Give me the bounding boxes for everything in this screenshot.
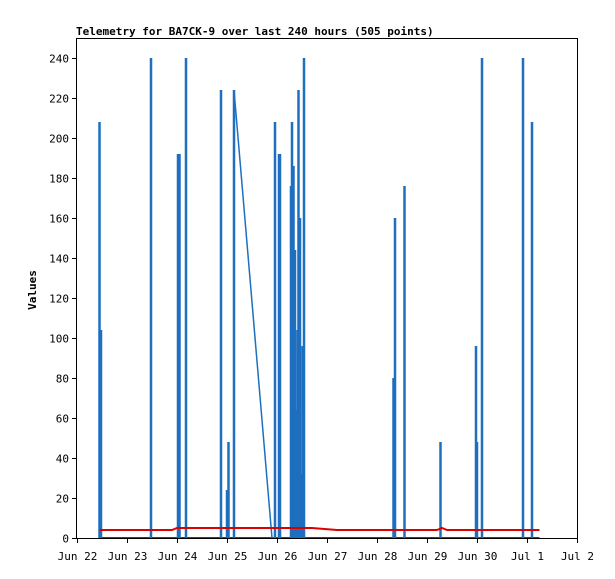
ramp-line [233, 89, 273, 539]
x-tick-label: Jul 1 [511, 550, 544, 563]
y-tick-label: 120 [49, 293, 69, 306]
x-tick-label: Jun 25 [208, 550, 248, 563]
x-tick-label: Jun 22 [58, 550, 98, 563]
y-axis: 0 20 40 60 80 100 120 140 160 180 200 220 240 [49, 53, 77, 546]
y-tick-label: 160 [49, 213, 69, 226]
x-tick-label: Jun 24 [158, 550, 198, 563]
y-tick-label: 200 [49, 133, 69, 146]
y-tick-label: 60 [56, 413, 69, 426]
x-tick-label: Jun 23 [108, 550, 148, 563]
plot-frame [76, 38, 578, 539]
chart-title: Telemetry for BA7CK-9 over last 240 hour… [76, 25, 434, 38]
x-tick-label: Jun 30 [458, 550, 498, 563]
y-axis-label: Values [26, 270, 39, 310]
y-tick-label: 180 [49, 173, 69, 186]
series-line-red [99, 526, 540, 531]
y-tick-label: 40 [56, 453, 69, 466]
y-tick-label: 80 [56, 373, 69, 386]
x-axis: Jun 22 Jun 23 Jun 24 Jun 25 Jun 26 Jun 27 Jun … [58, 538, 594, 563]
x-tick-label: Jul 2 [561, 550, 594, 563]
y-tick-label: 0 [62, 533, 69, 546]
y-tick-label: 140 [49, 253, 69, 266]
x-tick-label: Jun 26 [258, 550, 298, 563]
x-tick-label: Jun 29 [408, 550, 448, 563]
y-tick-label: 220 [49, 93, 69, 106]
y-tick-label: 100 [49, 333, 69, 346]
y-tick-label: 20 [56, 493, 69, 506]
x-tick-label: Jun 27 [308, 550, 348, 563]
y-tick-label: 240 [49, 53, 69, 66]
plot-area [98, 58, 540, 539]
x-tick-label: Jun 28 [358, 550, 398, 563]
